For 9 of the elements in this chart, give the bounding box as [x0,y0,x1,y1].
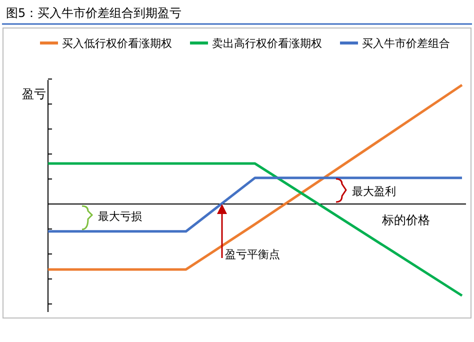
y-axis-title: 盈亏 [22,87,46,101]
x-axis-title: 标的价格 [381,213,430,227]
annotation: 最大盈利 [352,185,396,198]
title: 图5：买入牛市价差组合到期盈亏 [6,6,182,20]
legend-label: 卖出高行权价看涨期权 [212,37,322,50]
annotation: 盈亏平衡点 [225,248,280,261]
legend-label: 买入牛市价差组合 [362,37,450,50]
legend-label: 买入低行权价看涨期权 [62,37,172,50]
annotation: 最大亏损 [98,210,142,223]
